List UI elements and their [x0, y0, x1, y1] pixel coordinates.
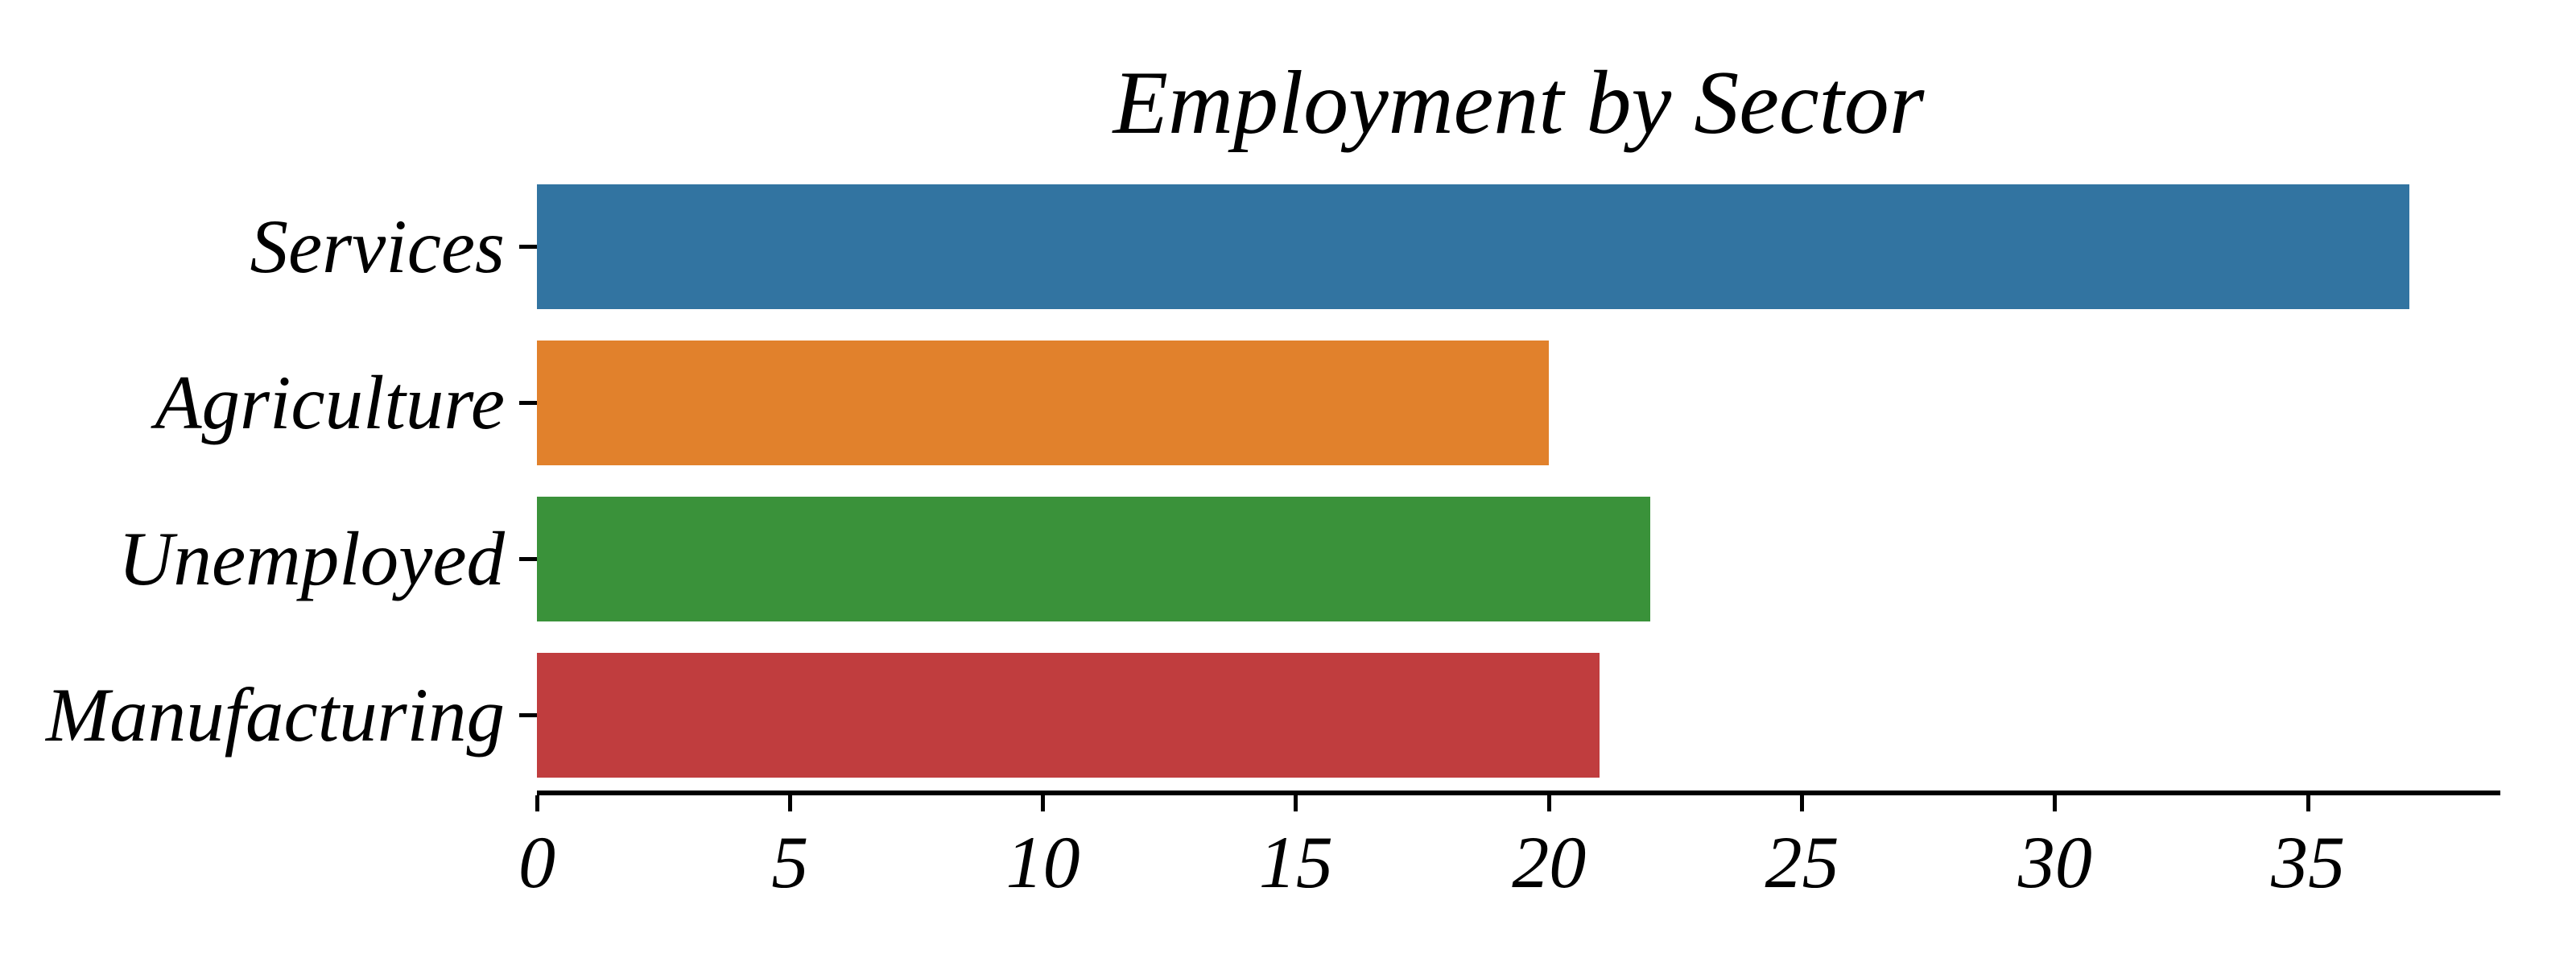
x-tick-label-15: 15 — [1258, 821, 1333, 903]
x-tick-mark — [787, 795, 792, 811]
y-axis-label-unemployed: Unemployed — [118, 516, 505, 601]
y-axis-label-services: Services — [250, 204, 506, 289]
x-tick-label-25: 25 — [1765, 821, 1839, 903]
y-axis-label-agriculture: Agriculture — [155, 360, 505, 445]
bar-services — [537, 184, 2409, 309]
x-tick-mark — [2053, 795, 2058, 811]
x-tick-label-10: 10 — [1005, 821, 1080, 903]
x-tick-mark — [1800, 795, 1805, 811]
x-tick-mark — [2306, 795, 2310, 811]
y-tick-mark — [519, 400, 537, 405]
x-tick-label-30: 30 — [2017, 821, 2092, 903]
x-tick-label-35: 35 — [2271, 821, 2346, 903]
x-tick-label-5: 5 — [771, 821, 809, 903]
chart-title: Employment by Sector — [1113, 53, 1925, 153]
y-tick-mark — [519, 556, 537, 561]
x-tick-mark — [1294, 795, 1298, 811]
y-tick-mark — [519, 244, 537, 249]
bar-agriculture — [537, 340, 1550, 465]
x-tick-mark — [1546, 795, 1551, 811]
y-axis-label-manufacturing: Manufacturing — [46, 672, 505, 758]
x-tick-mark — [1041, 795, 1046, 811]
x-tick-label-0: 0 — [518, 821, 555, 903]
bar-unemployed — [537, 496, 1650, 621]
y-tick-mark — [519, 712, 537, 717]
x-tick-label-20: 20 — [1512, 821, 1587, 903]
bar-manufacturing — [537, 652, 1600, 778]
x-tick-mark — [535, 795, 539, 811]
plot-area: Services Agriculture Unemployed Manufacturi… — [46, 168, 2500, 902]
